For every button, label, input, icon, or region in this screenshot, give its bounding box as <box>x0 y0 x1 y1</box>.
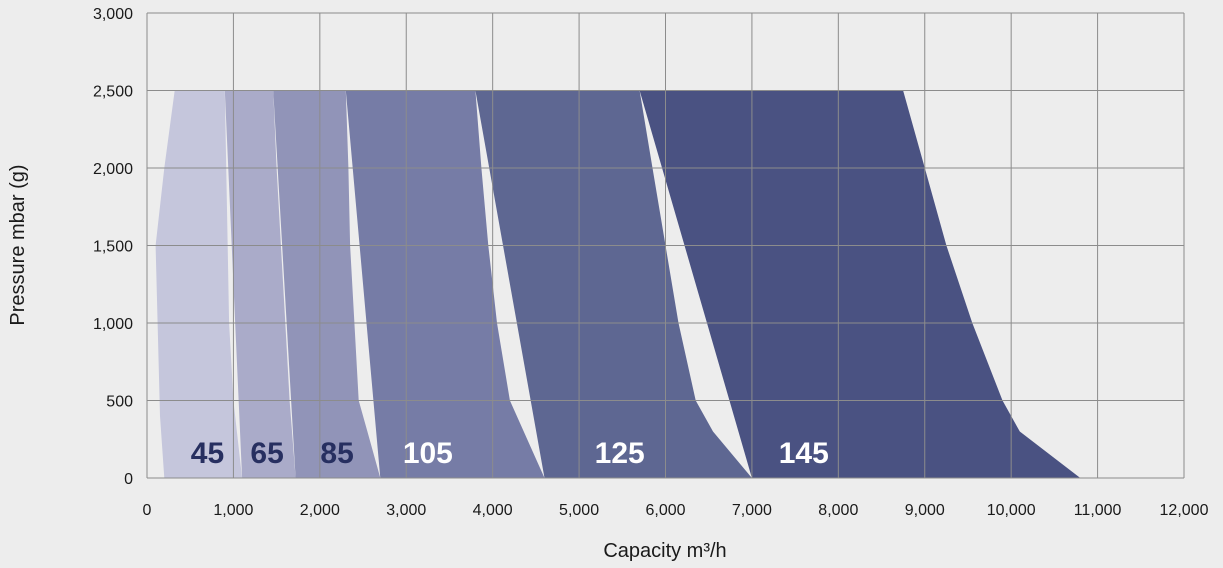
x-tick-label: 0 <box>143 502 152 519</box>
series-label-125: 125 <box>595 437 645 470</box>
x-tick-label: 9,000 <box>905 502 945 519</box>
series-areas <box>155 90 1081 478</box>
area-series-125 <box>475 90 752 478</box>
x-tick-label: 2,000 <box>300 502 340 519</box>
series-label-65: 65 <box>250 437 283 470</box>
series-label-105: 105 <box>403 437 453 470</box>
x-tick-label: 11,000 <box>1074 502 1122 519</box>
area-series-65 <box>224 90 296 478</box>
y-tick-label: 3,000 <box>93 6 133 23</box>
y-tick-label: 1,000 <box>93 316 133 333</box>
x-tick-label: 12,000 <box>1160 502 1209 519</box>
area-series-145 <box>639 90 1081 478</box>
y-axis-title: Pressure mbar (g) <box>7 164 29 325</box>
area-series-105 <box>345 90 545 478</box>
x-tick-label: 3,000 <box>386 502 426 519</box>
x-tick-label: 7,000 <box>732 502 772 519</box>
y-tick-label: 500 <box>106 394 133 411</box>
x-tick-label: 1,000 <box>213 502 253 519</box>
x-tick-label: 4,000 <box>473 502 513 519</box>
series-labels: 145 125 105 85 65 45 <box>191 437 829 470</box>
area-series-45 <box>155 90 243 478</box>
x-tick-label: 10,000 <box>987 502 1036 519</box>
x-tick-label: 8,000 <box>818 502 858 519</box>
y-tick-label: 2,000 <box>93 161 133 178</box>
x-axis-title: Capacity m³/h <box>603 540 726 562</box>
series-label-45: 45 <box>191 437 224 470</box>
y-axis-ticks: 0 500 1,000 1,500 2,000 2,500 3,000 <box>93 6 133 488</box>
y-tick-label: 1,500 <box>93 239 133 256</box>
y-tick-label: 2,500 <box>93 84 133 101</box>
series-label-145: 145 <box>779 437 829 470</box>
x-tick-label: 5,000 <box>559 502 599 519</box>
series-label-85: 85 <box>320 437 353 470</box>
y-tick-label: 0 <box>124 471 133 488</box>
x-tick-label: 6,000 <box>645 502 685 519</box>
x-axis-ticks: 0 1,000 2,000 3,000 4,000 5,000 6,000 7,000 8,00… <box>143 502 1209 519</box>
grid-lines <box>146 12 1185 479</box>
area-series-85 <box>273 90 381 478</box>
